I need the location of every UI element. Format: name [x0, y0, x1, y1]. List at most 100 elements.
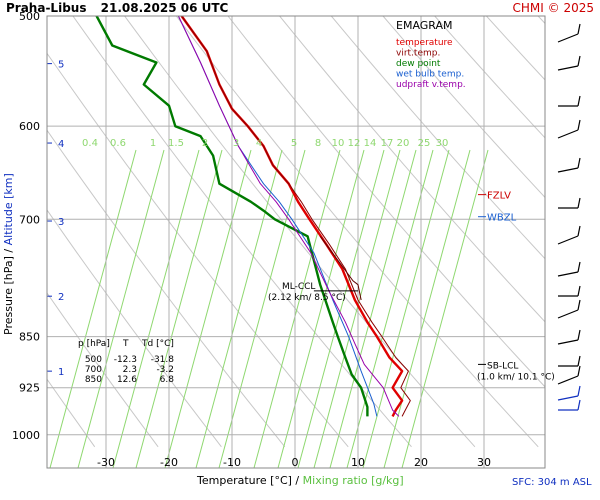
y-axis-title-pressure: Pressure [hPa] /	[2, 245, 15, 335]
wind-barb-flag	[577, 225, 581, 237]
mixing-ratio-label: 0.6	[110, 138, 126, 149]
level-markers	[313, 194, 486, 365]
table-header: Td [°C]	[141, 339, 174, 349]
plot-area	[47, 16, 545, 468]
wind-barb	[558, 285, 581, 297]
x-tick-label: -30	[97, 456, 115, 469]
x-axis-title-temp: Temperature [°C] /	[196, 474, 303, 487]
wind-barb-flag	[577, 23, 581, 35]
wind-barb	[557, 157, 581, 173]
wind-barb-flag	[577, 329, 581, 341]
mixing-ratio-line	[49, 149, 137, 468]
legend-item: udpraft v.temp.	[396, 80, 466, 90]
y-tick-label: 925	[19, 382, 40, 395]
y-axis-title-altitude: Altitude [km]	[2, 173, 15, 245]
table-cell: 12.6	[117, 375, 137, 385]
wind-barb-flag	[577, 385, 581, 397]
ml-ccl-value: (2.12 km/ 8.5 °C)	[268, 293, 346, 303]
mixing-ratio-label: 10	[332, 138, 345, 149]
table-cell: 700	[85, 365, 102, 375]
observation-time: 21.08.2025 06 UTC	[100, 1, 229, 15]
mixing-ratio-line	[77, 149, 165, 468]
mixing-ratio-line	[135, 149, 223, 468]
wind-barb	[558, 355, 581, 367]
altitude-tick-label: 4	[58, 139, 64, 150]
altitude-tick-label: 2	[58, 292, 64, 303]
profile-udpraft-v-temp-	[177, 16, 400, 417]
wind-barb	[557, 119, 581, 139]
sb-lcl-label: SB-LCL	[487, 361, 518, 371]
legend-item: virt.temp.	[396, 49, 440, 59]
plot-border	[46, 15, 546, 469]
wind-barb	[558, 95, 581, 107]
y-tick-label: 500	[19, 10, 40, 23]
wind-barb-flag	[577, 197, 581, 209]
dry-adiabat	[47, 292, 159, 448]
y-tick-label: 700	[19, 213, 40, 226]
chart-labels: 0.4 0.6 1 1.5 2 3 4 5 8 10 12 14 17 20 25 30-30 -20 -10 0 1…	[2, 10, 592, 488]
wbzl-label: WBZL	[487, 213, 517, 224]
mixing-ratio-line	[329, 149, 417, 468]
mixing-ratio-label: 1.5	[168, 138, 184, 149]
mixing-ratio-label: 12	[348, 138, 361, 149]
legend-item: dew point	[396, 59, 441, 69]
wind-barb-flag	[577, 285, 581, 297]
table-cell: -31.8	[151, 355, 175, 365]
wind-barb-flag	[577, 365, 581, 377]
mixing-ratio-line	[218, 149, 306, 468]
table-cell: -12.3	[114, 355, 137, 365]
mixing-ratio-label: 20	[397, 138, 410, 149]
table-cell: 2.3	[123, 365, 137, 375]
mixing-ratio-line	[164, 149, 252, 468]
wind-barb	[557, 225, 581, 245]
copyright: CHMI © 2025	[512, 1, 594, 15]
wind-barb-flag	[577, 299, 581, 311]
grid	[47, 15, 545, 468]
x-tick-label: 20	[414, 456, 428, 469]
mixing-ratio-line	[112, 149, 200, 468]
wind-barb-flag	[577, 95, 581, 107]
mixing-ratio-line	[346, 149, 434, 468]
x-tick-label: 30	[477, 456, 491, 469]
altitude-tick-label: 1	[58, 367, 64, 378]
mixing-ratio-label: 5	[291, 138, 297, 149]
wind-barb-shaft	[557, 235, 579, 245]
table-cell: 850	[85, 375, 102, 385]
table-header: T	[122, 339, 129, 349]
mixing-ratio-line	[253, 149, 341, 468]
ml-ccl-label: ML-CCL	[282, 282, 315, 292]
mixing-ratio-label: 25	[418, 138, 431, 149]
table-cell: 6.8	[160, 375, 175, 385]
fzlv-label: FZLV	[487, 191, 511, 202]
dry-adiabat	[72, 16, 412, 448]
wind-barb	[557, 329, 581, 345]
dry-adiabat	[382, 16, 545, 199]
wind-barb-flag	[577, 119, 581, 131]
wind-barb-flag	[577, 355, 581, 367]
surface-label: SFC: 304 m ASL	[512, 477, 592, 488]
mixing-ratio-label: 2	[202, 138, 208, 149]
x-axis-title: Temperature [°C] / Mixing ratio [g/kg]	[196, 474, 404, 487]
wind-barb	[557, 55, 581, 71]
mixing-ratio-label: 1	[150, 138, 156, 149]
mixing-ratio-line	[383, 149, 471, 468]
x-tick-label: 10	[351, 456, 365, 469]
sb-lcl-value: (1.0 km/ 10.1 °C)	[477, 372, 555, 382]
altitude-tick-label: 5	[58, 60, 64, 71]
mixing-ratio-label: 4	[256, 138, 262, 149]
wind-barb-flag	[577, 157, 581, 169]
wind-barbs	[557, 23, 581, 411]
wind-barb-shaft	[557, 33, 579, 43]
mixing-ratio-line	[401, 149, 489, 468]
legend-item: wet bulb temp.	[396, 70, 464, 80]
wind-barb-flag	[577, 399, 581, 411]
y-axis-title: Pressure [hPa] / Altitude [km]	[2, 173, 15, 335]
profile-virt-temp-	[181, 16, 411, 417]
wind-barb-flag	[577, 261, 581, 273]
mixing-ratio-label: 30	[436, 138, 449, 149]
wind-barb-shaft	[557, 65, 579, 71]
altitude-tick-label: 3	[58, 217, 64, 228]
dry-adiabat	[227, 16, 545, 388]
profile-dew-point	[95, 16, 369, 417]
